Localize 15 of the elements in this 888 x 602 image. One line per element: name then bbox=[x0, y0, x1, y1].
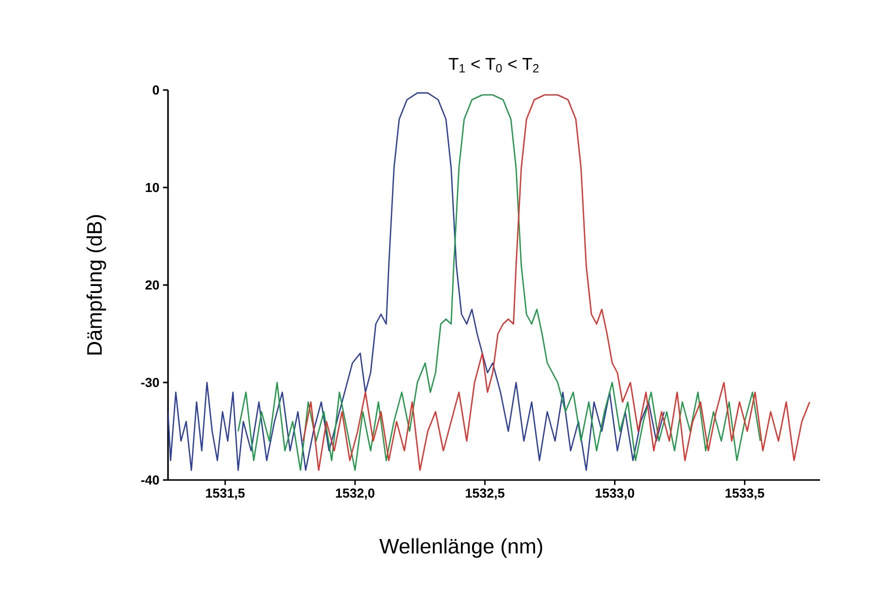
x-tick-label: 1531,5 bbox=[206, 488, 245, 500]
x-axis-title: Wellenlänge (nm) bbox=[379, 538, 542, 558]
x-tick-label: 1532,0 bbox=[336, 488, 374, 500]
y-axis-title: Dämpfung (dB) bbox=[86, 215, 106, 354]
x-tick-label: 1533,5 bbox=[726, 488, 764, 500]
y-tick-label: 20 bbox=[145, 280, 159, 290]
x-tick-label: 1532,5 bbox=[466, 488, 504, 500]
chart-title: T$_{1}$ < T$_{0}$ < T$_{2}$ bbox=[448, 58, 539, 72]
y-tick-label: -30 bbox=[141, 378, 159, 388]
y-tick-label: -40 bbox=[141, 475, 159, 485]
line-series bbox=[302, 94, 810, 471]
x-tick-label: 1533,0 bbox=[596, 488, 634, 500]
line-series bbox=[237, 94, 761, 471]
y-tick-label: 0 bbox=[152, 85, 159, 95]
y-tick-label: 10 bbox=[146, 182, 159, 192]
